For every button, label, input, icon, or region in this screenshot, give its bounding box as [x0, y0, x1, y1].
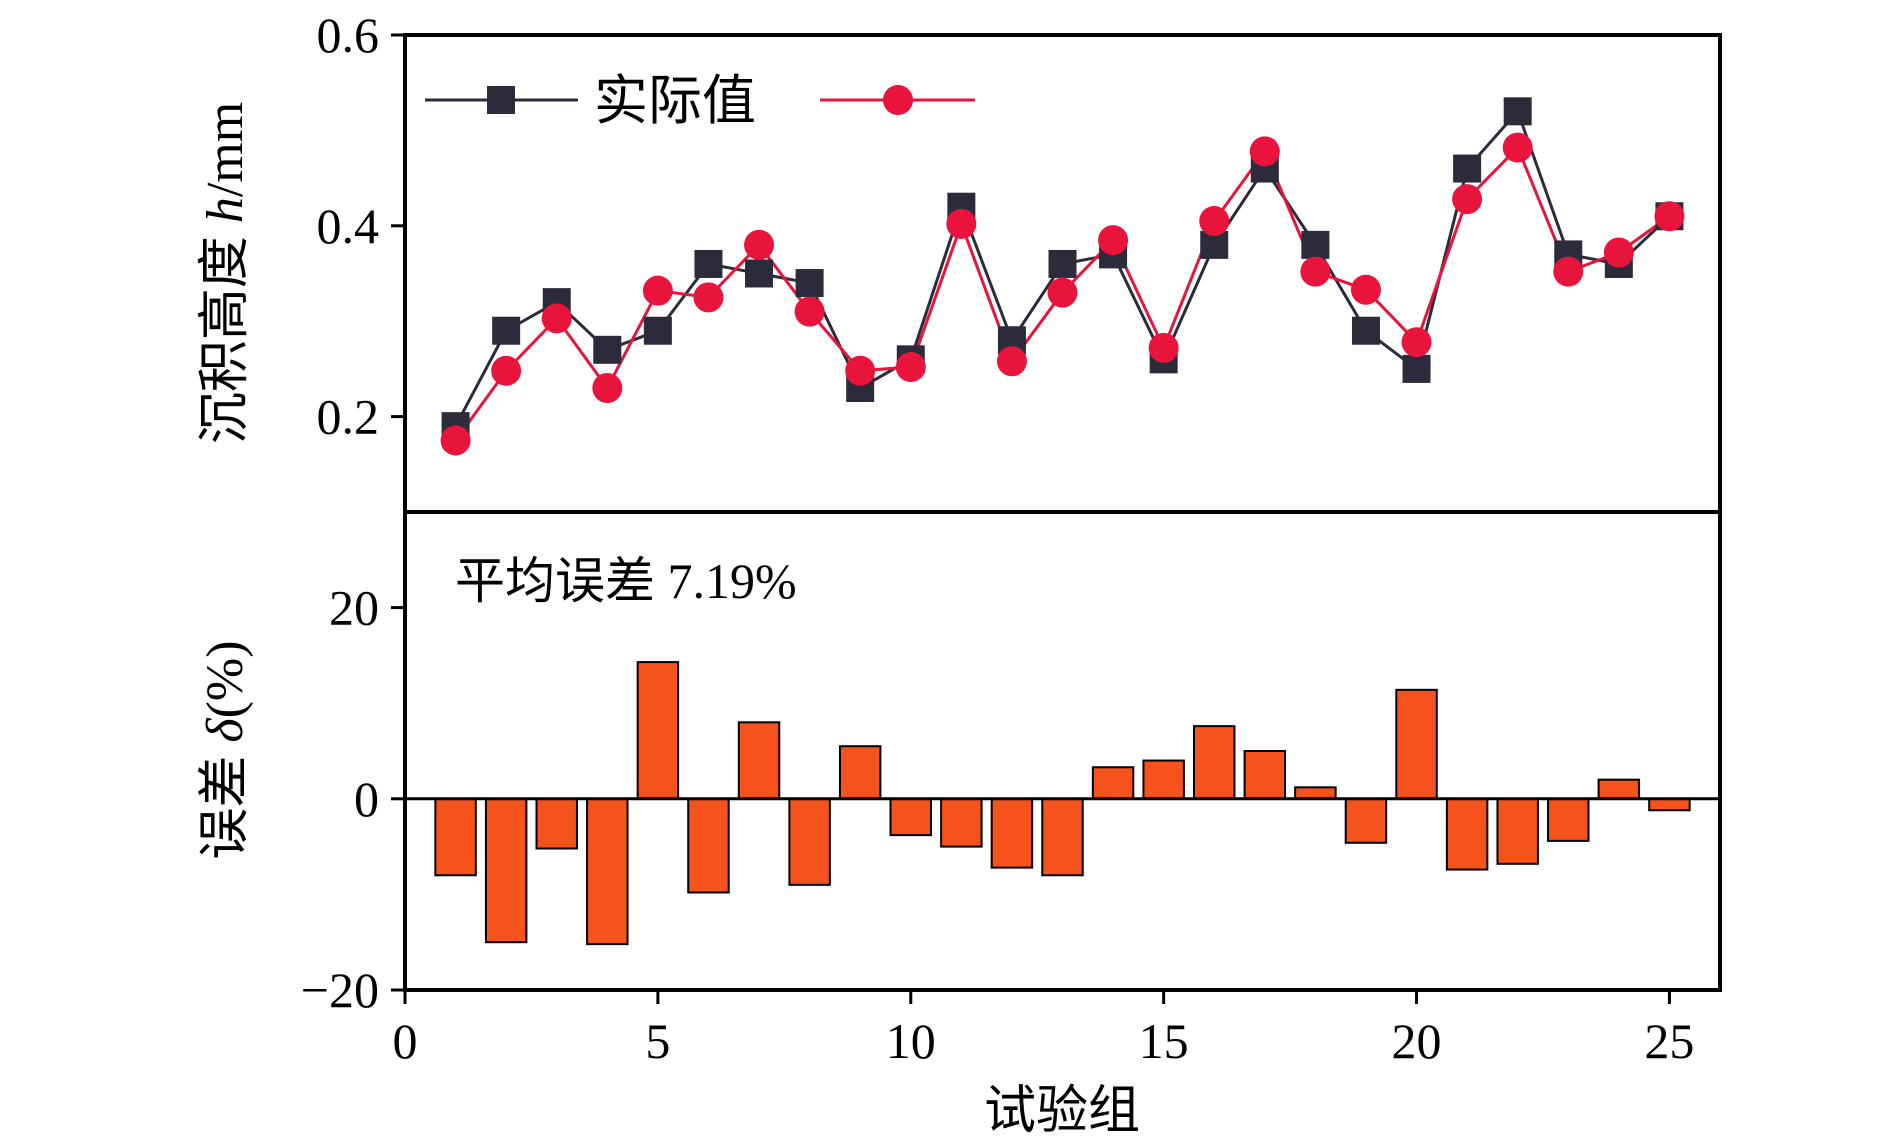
actual-point — [795, 269, 824, 298]
top-y-axis-unit: /mm — [197, 102, 254, 197]
error-bar — [687, 797, 730, 894]
error-bar — [434, 797, 477, 877]
mlr-point — [491, 355, 522, 386]
error-bar — [586, 797, 629, 946]
mlr-point — [1401, 327, 1432, 358]
actual-point — [745, 259, 774, 288]
x-tick-label: 20 — [1392, 1013, 1442, 1069]
error-bar — [788, 797, 831, 886]
error-bar — [889, 797, 932, 837]
error-bar — [1344, 797, 1388, 844]
bottom-panel-frame — [403, 510, 1722, 992]
bottom-y-ticks: −20 0 20 — [301, 580, 405, 1018]
mlr-point — [1148, 332, 1179, 363]
error-bar — [1648, 797, 1691, 812]
mlr-point — [1452, 184, 1483, 215]
mlr-point — [794, 296, 825, 327]
error-bars — [434, 661, 1691, 946]
actual-point — [1048, 249, 1077, 278]
mlr-point — [1603, 237, 1634, 268]
error-bar — [737, 721, 781, 800]
mlr-point — [1098, 225, 1129, 256]
legend-marker-square — [487, 86, 515, 114]
error-bar — [535, 797, 578, 850]
actual-point — [1503, 97, 1532, 126]
x-tick-label: 15 — [1139, 1013, 1189, 1069]
legend-label-actual: 实际值 — [594, 71, 756, 131]
error-bar — [1547, 797, 1590, 842]
mlr-point — [1047, 277, 1078, 308]
mlr-point — [744, 229, 775, 260]
bottom-y-axis-unit: (%) — [197, 640, 254, 718]
mlr-point — [1553, 256, 1584, 287]
mlr-point — [1249, 136, 1280, 167]
legend-marker-circle — [883, 85, 913, 115]
top-y-ticks: 0.2 0.4 0.6 — [317, 7, 405, 445]
x-axis-title: 试验组 — [984, 1083, 1140, 1140]
mlr-point — [1350, 274, 1381, 305]
error-bar — [1294, 786, 1337, 800]
x-tick-label: 5 — [645, 1013, 670, 1069]
top-y-axis-title-prefix: 沉积高度 — [197, 223, 254, 444]
bottom-y-tick-label: 20 — [329, 580, 379, 636]
mlr-point — [693, 282, 724, 313]
error-bar — [1243, 750, 1287, 800]
x-tick-label: 0 — [393, 1013, 418, 1069]
actual-point — [1453, 154, 1482, 183]
legend: 实际值 — [425, 71, 975, 131]
bottom-y-axis-var: δ — [197, 718, 254, 743]
x-ticks: 0 5 10 15 20 25 — [393, 990, 1694, 1069]
mlr-point — [996, 346, 1027, 377]
error-bar — [636, 661, 680, 800]
bottom-y-tick-label: −20 — [301, 962, 379, 1018]
error-bar — [1193, 725, 1236, 800]
actual-point — [492, 316, 521, 345]
mlr-point — [541, 303, 572, 334]
actual-point — [694, 249, 723, 278]
error-bar — [990, 797, 1034, 869]
actual-point — [1402, 354, 1431, 383]
error-bar — [1041, 797, 1084, 877]
error-bar — [838, 745, 882, 800]
series-markers — [440, 97, 1685, 456]
actual-point — [1351, 316, 1380, 345]
mlr-point — [1502, 132, 1533, 163]
mlr-point — [895, 351, 926, 382]
error-bar — [484, 797, 528, 944]
top-y-tick-label: 0.4 — [317, 198, 380, 254]
error-bar — [1142, 759, 1185, 800]
top-y-axis-title: 沉积高度 h/mm — [197, 102, 254, 444]
mlr-point — [440, 425, 471, 456]
top-y-axis-var: h — [197, 197, 254, 223]
mlr-point — [592, 372, 623, 403]
error-bar — [1091, 766, 1135, 800]
bottom-y-tick-label: 0 — [354, 771, 379, 827]
mlr-point — [1300, 256, 1331, 287]
bottom-y-axis-title-prefix: 误差 — [197, 743, 254, 860]
top-y-tick-label: 0.2 — [317, 389, 380, 445]
mlr-point — [642, 275, 673, 306]
actual-point — [1301, 230, 1330, 259]
actual-point — [593, 335, 622, 364]
mlr-point — [946, 208, 977, 239]
bottom-y-axis-title: 误差 δ(%) — [197, 640, 254, 859]
error-bar — [1445, 797, 1489, 871]
actual-point — [643, 316, 672, 345]
error-bar — [1395, 688, 1438, 800]
top-y-tick-label: 0.6 — [317, 7, 380, 63]
error-bar — [1496, 797, 1539, 865]
mlr-point — [1199, 206, 1230, 237]
mlr-point — [1654, 201, 1685, 232]
error-bar — [1597, 778, 1641, 800]
mean-error-annotation: 平均误差 7.19% — [455, 553, 797, 609]
mlr-point — [845, 355, 876, 386]
x-tick-label: 10 — [886, 1013, 936, 1069]
x-tick-label: 25 — [1644, 1013, 1694, 1069]
error-bar — [940, 797, 983, 848]
